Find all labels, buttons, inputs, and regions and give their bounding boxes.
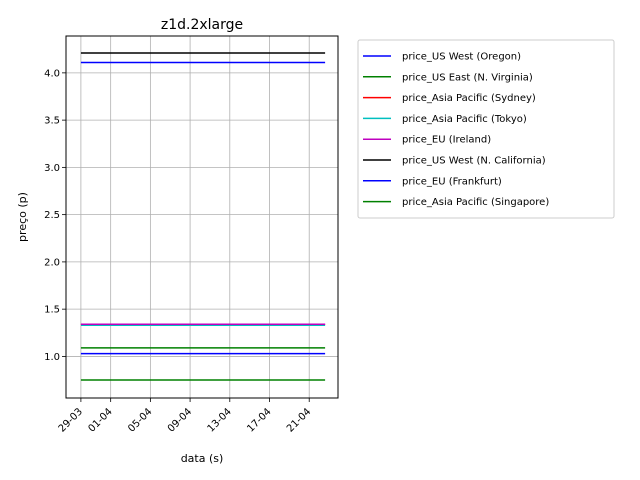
y-tick-label: 2.0	[44, 257, 60, 268]
chart-title: z1d.2xlarge	[161, 17, 243, 33]
legend-box	[357, 39, 615, 219]
x-tick-label: 13-04	[206, 406, 234, 434]
y-tick-label: 3.5	[44, 116, 60, 127]
x-tick-label: 09-04	[166, 406, 194, 434]
y-tick-label: 4.0	[44, 68, 60, 79]
x-tick-label: 05-04	[126, 406, 154, 434]
y-tick-label: 3.0	[44, 163, 60, 174]
x-tick-label: 01-04	[86, 406, 114, 434]
x-tick-label: 17-04	[245, 406, 273, 434]
legend-label: price_Asia Pacific (Singapore)	[402, 197, 549, 208]
y-tick-label: 1.0	[44, 352, 60, 363]
legend-label: price_US West (N. California)	[402, 156, 546, 167]
y-axis-title: preço (p)	[16, 192, 29, 242]
y-tick-label: 1.5	[44, 305, 60, 316]
legend-label: price_EU (Frankfurt)	[402, 176, 502, 187]
plot-area	[65, 35, 339, 399]
y-tick-label: 2.5	[44, 210, 60, 221]
legend: price_US West (Oregon) price_US East (N. …	[357, 39, 615, 219]
x-tick-label: 21-04	[285, 406, 313, 434]
x-axis-ticks: 29-03 01-04 05-04 09-04 13-04 17-04 21-04	[57, 398, 313, 435]
y-axis-ticks: 1.0 1.5 2.0 2.5 3.0 3.5 4.0	[44, 68, 66, 363]
x-tick-label: 29-03	[57, 406, 85, 434]
legend-label: price_Asia Pacific (Tokyo)	[402, 114, 527, 125]
legend-label: price_US East (N. Virginia)	[402, 72, 533, 83]
legend-label: price_US West (Oregon)	[402, 52, 521, 63]
series-lines	[80, 52, 326, 381]
legend-label: price_EU (Ireland)	[402, 135, 491, 146]
x-axis-title: data (s)	[181, 452, 224, 465]
legend-label: price_Asia Pacific (Sydney)	[402, 93, 536, 104]
legend-items: price_US West (Oregon) price_US East (N. …	[363, 52, 549, 208]
grid	[66, 36, 338, 398]
